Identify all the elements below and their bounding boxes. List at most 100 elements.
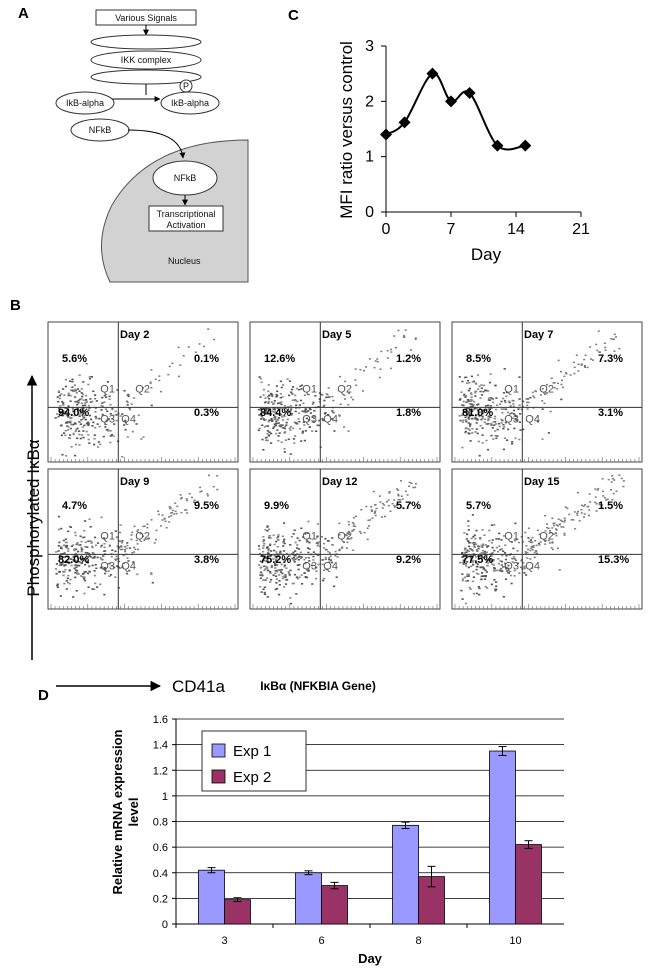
flow-event	[328, 552, 331, 554]
flow-event	[109, 403, 112, 406]
flow-event	[472, 404, 475, 406]
flow-event	[266, 556, 269, 558]
flow-event	[480, 575, 483, 578]
flow-event	[397, 495, 400, 497]
flow-event	[325, 549, 328, 551]
flow-event	[58, 541, 61, 544]
ikb-phospho-label: IkB-alpha	[171, 98, 209, 108]
flow-event	[59, 412, 62, 414]
flow-plot-frame	[47, 468, 239, 610]
flow-event	[315, 430, 318, 432]
flow-event	[557, 359, 560, 362]
flow-event	[281, 396, 284, 398]
flow-event	[467, 520, 470, 522]
flow-event	[72, 558, 75, 561]
flow-event	[136, 543, 139, 545]
flow-event	[474, 391, 477, 394]
flow-day-label: Day 15	[524, 476, 559, 488]
flow-event	[131, 552, 134, 554]
flow-event	[496, 428, 499, 431]
flow-event	[77, 409, 80, 411]
flow-event	[198, 343, 201, 345]
flow-event	[305, 411, 308, 413]
flow-event	[275, 578, 278, 580]
flow-event	[550, 377, 553, 379]
flow-event	[563, 534, 566, 536]
flow-event	[503, 437, 506, 439]
flow-event	[122, 554, 125, 557]
flow-event	[461, 556, 464, 558]
flow-event	[273, 400, 276, 402]
flow-event	[171, 362, 174, 364]
flow-event	[410, 349, 412, 351]
flow-event	[322, 547, 325, 549]
flow-event	[76, 572, 79, 574]
flow-event	[598, 503, 601, 506]
flow-event	[213, 338, 216, 341]
flow-event	[257, 545, 261, 547]
flow-event	[577, 363, 580, 366]
flow-event	[268, 419, 271, 422]
flow-event	[110, 553, 113, 555]
nucleus-label: Nucleus	[168, 256, 201, 266]
flow-event	[262, 588, 265, 591]
flow-event	[290, 388, 294, 391]
flow-event	[273, 563, 277, 565]
flow-event	[109, 413, 112, 415]
flow-event	[475, 549, 478, 551]
flow-event	[460, 589, 463, 592]
flow-event	[592, 359, 594, 361]
flow-event	[260, 591, 263, 593]
flow-event	[474, 382, 477, 384]
flow-event	[493, 424, 496, 426]
flow-event	[527, 537, 530, 539]
flow-event	[497, 422, 501, 425]
flow-event	[94, 394, 97, 396]
flow-event	[103, 550, 106, 552]
flow-event	[114, 550, 117, 553]
flow-event	[368, 358, 371, 360]
flow-event	[490, 407, 493, 410]
flow-event	[203, 345, 205, 348]
flow-event	[277, 534, 280, 536]
flow-event	[338, 375, 341, 378]
flow-event	[78, 414, 81, 416]
flow-event	[569, 374, 572, 376]
flow-day-label: Day 12	[322, 476, 357, 488]
flow-event	[484, 559, 488, 562]
flow-event	[347, 530, 350, 533]
flow-event	[288, 380, 292, 382]
flow-event	[279, 550, 282, 553]
flow-event	[504, 578, 508, 580]
flow-event	[494, 569, 497, 572]
flow-event	[64, 434, 67, 437]
flow-event	[299, 385, 302, 387]
flow-event	[580, 512, 583, 514]
flow-event	[389, 367, 392, 370]
flow-event	[327, 413, 330, 416]
flow-event	[352, 523, 355, 525]
flow-event	[606, 498, 609, 501]
flow-event	[531, 391, 534, 394]
flow-event	[368, 525, 370, 527]
flow-event	[216, 475, 219, 477]
flow-event	[266, 530, 269, 532]
flow-event	[74, 396, 77, 399]
flow-event	[266, 577, 269, 579]
flow-event	[61, 400, 64, 403]
flow-event	[101, 405, 104, 408]
flow-event	[490, 434, 493, 437]
flow-event	[271, 407, 274, 409]
flow-event	[154, 538, 157, 541]
flow-event	[76, 555, 79, 558]
flow-event	[108, 562, 111, 565]
flow-event	[470, 537, 473, 540]
flow-event	[531, 541, 534, 544]
flow-event	[522, 562, 525, 564]
flow-event	[66, 556, 70, 558]
flow-event	[137, 548, 139, 551]
flow-event	[298, 564, 301, 566]
flow-event	[576, 491, 579, 494]
flow-event	[71, 389, 74, 392]
